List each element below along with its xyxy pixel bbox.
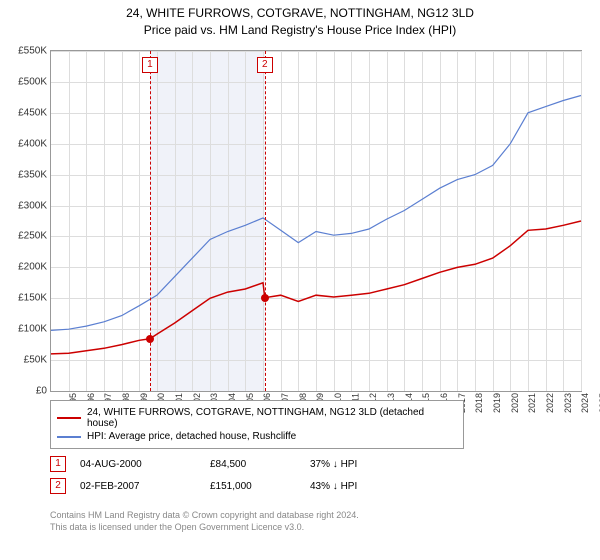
legend: 24, WHITE FURROWS, COTGRAVE, NOTTINGHAM,… [50, 400, 464, 449]
legend-label: HPI: Average price, detached house, Rush… [87, 431, 296, 442]
sale-dot [146, 335, 154, 343]
sale-marker-line [265, 51, 266, 391]
y-axis-label: £400K [18, 138, 47, 149]
footer-line1: Contains HM Land Registry data © Crown c… [50, 510, 359, 522]
legend-swatch [57, 436, 81, 438]
sale-price: £84,500 [210, 459, 310, 470]
x-axis-label: 2022 [545, 393, 555, 413]
x-axis-label: 2018 [474, 393, 484, 413]
title-line1: 24, WHITE FURROWS, COTGRAVE, NOTTINGHAM,… [0, 5, 600, 22]
legend-label: 24, WHITE FURROWS, COTGRAVE, NOTTINGHAM,… [87, 407, 457, 429]
y-axis-label: £200K [18, 262, 47, 273]
sale-table-row: 2 02-FEB-2007£151,00043% ↓ HPI [50, 478, 410, 494]
x-axis-label: 2024 [580, 393, 590, 413]
sale-date: 02-FEB-2007 [80, 481, 210, 492]
y-axis-label: £450K [18, 107, 47, 118]
y-axis-label: £150K [18, 293, 47, 304]
sale-table-row: 1 04-AUG-2000£84,50037% ↓ HPI [50, 456, 410, 472]
sale-number-box: 1 [50, 456, 66, 472]
chart-lines-svg [51, 51, 581, 391]
sale-marker-number: 2 [257, 57, 273, 73]
chart-plot-area: £0£50K£100K£150K£200K£250K£300K£350K£400… [50, 50, 582, 392]
sale-date: 04-AUG-2000 [80, 459, 210, 470]
chart-title: 24, WHITE FURROWS, COTGRAVE, NOTTINGHAM,… [0, 0, 600, 39]
y-axis-label: £550K [18, 46, 47, 57]
y-axis-label: £500K [18, 76, 47, 87]
sale-price: £151,000 [210, 481, 310, 492]
legend-item: 24, WHITE FURROWS, COTGRAVE, NOTTINGHAM,… [57, 407, 457, 429]
sale-dot [261, 294, 269, 302]
y-axis-label: £50K [24, 355, 47, 366]
sale-pct-vs-hpi: 37% ↓ HPI [310, 459, 410, 470]
property-price-line [51, 221, 581, 354]
footer-attribution: Contains HM Land Registry data © Crown c… [50, 510, 359, 533]
x-axis-label: 2021 [527, 393, 537, 413]
y-axis-label: £300K [18, 200, 47, 211]
legend-item: HPI: Average price, detached house, Rush… [57, 431, 457, 442]
sales-table: 1 04-AUG-2000£84,50037% ↓ HPI 2 02-FEB-2007… [50, 450, 410, 500]
grid-line-v [581, 51, 582, 391]
x-axis-label: 2023 [563, 393, 573, 413]
footer-line2: This data is licensed under the Open Gov… [50, 522, 359, 534]
y-axis-label: £350K [18, 169, 47, 180]
x-axis-label: 2020 [510, 393, 520, 413]
y-axis-label: £100K [18, 324, 47, 335]
y-axis-label: £250K [18, 231, 47, 242]
legend-swatch [57, 417, 81, 419]
sale-marker-number: 1 [142, 57, 158, 73]
y-axis-label: £0 [36, 386, 47, 397]
sale-number-box: 2 [50, 478, 66, 494]
sale-pct-vs-hpi: 43% ↓ HPI [310, 481, 410, 492]
x-axis-label: 2019 [492, 393, 502, 413]
title-line2: Price paid vs. HM Land Registry's House … [0, 22, 600, 39]
